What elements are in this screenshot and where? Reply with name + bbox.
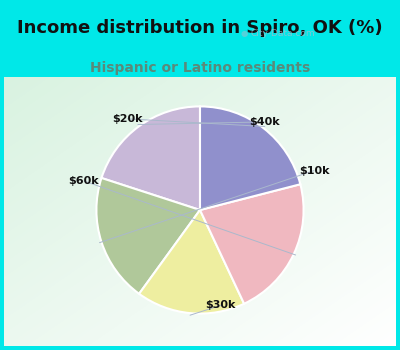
Text: Income distribution in Spiro, OK (%): Income distribution in Spiro, OK (%) [17, 19, 383, 37]
Text: $20k: $20k [112, 114, 143, 124]
Wedge shape [200, 184, 304, 304]
Text: $60k: $60k [69, 176, 99, 186]
Text: $10k: $10k [299, 166, 329, 176]
Wedge shape [200, 106, 300, 210]
Text: Hispanic or Latino residents: Hispanic or Latino residents [90, 62, 310, 76]
Wedge shape [96, 178, 200, 294]
Wedge shape [102, 106, 200, 210]
Text: $30k: $30k [206, 300, 236, 310]
Text: $40k: $40k [249, 117, 280, 127]
Text: City-Data.com: City-Data.com [250, 29, 315, 38]
Wedge shape [139, 210, 244, 314]
Text: ●: ● [240, 29, 248, 38]
